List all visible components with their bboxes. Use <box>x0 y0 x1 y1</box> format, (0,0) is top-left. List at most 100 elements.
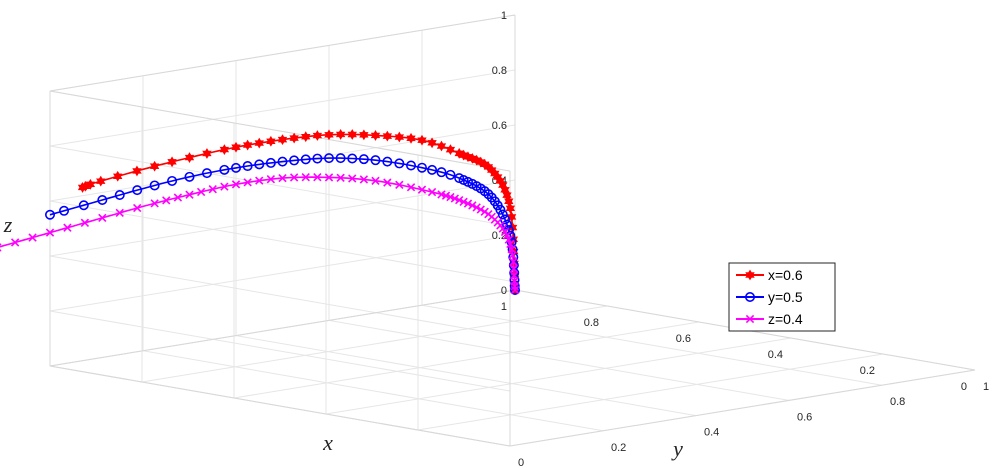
y-tick-label: 0.2 <box>611 442 626 454</box>
data-point <box>510 271 519 280</box>
floor-gridline-x-1 <box>417 353 884 431</box>
data-point <box>149 180 160 191</box>
data-point <box>96 175 106 187</box>
legend-entry-2: z=0.4 <box>736 311 803 327</box>
legend-label-1: y=0.5 <box>768 289 803 305</box>
data-point <box>97 195 108 206</box>
data-point <box>243 178 252 187</box>
data-point <box>115 208 124 218</box>
data-point <box>335 129 346 140</box>
data-point <box>416 162 427 173</box>
data-point <box>255 176 264 185</box>
data-point <box>427 164 438 175</box>
floor-gridline-y-2 <box>235 335 697 417</box>
y-tick-label: 0.8 <box>890 396 905 408</box>
data-point <box>382 130 393 142</box>
data-point <box>437 190 446 199</box>
data-point <box>347 153 358 164</box>
data-point <box>202 148 212 159</box>
data-point <box>445 144 456 156</box>
data-point <box>184 152 195 163</box>
data-point <box>359 129 369 141</box>
data-point <box>133 203 142 213</box>
legend-marker-2 <box>745 314 755 324</box>
data-point <box>455 195 464 205</box>
data-point <box>278 173 287 183</box>
data-point <box>242 161 253 172</box>
box-edge-8 <box>49 365 511 447</box>
data-point <box>28 233 37 242</box>
floor-gridline-y-3 <box>328 319 790 401</box>
data-point <box>219 164 230 175</box>
data-point <box>289 132 299 144</box>
x-axis-label: x <box>322 430 333 455</box>
series-layer <box>0 129 520 296</box>
data-point <box>497 209 508 220</box>
data-point <box>45 228 55 237</box>
floor-gridline-x-2 <box>325 337 792 415</box>
data-point <box>347 129 357 140</box>
wall-xz-gridline-z-4 <box>49 145 511 227</box>
data-point <box>371 176 380 185</box>
floor-gridline-y-4 <box>421 304 883 386</box>
series-line-2 <box>0 176 516 291</box>
data-point <box>745 314 755 324</box>
data-point <box>242 139 253 151</box>
data-point <box>463 199 473 208</box>
series-line-0 <box>82 133 516 291</box>
data-point <box>454 173 465 184</box>
x-tick-label: 1 <box>501 301 507 313</box>
data-point <box>77 182 88 193</box>
data-point <box>301 131 311 143</box>
x-tick-label: 0 <box>961 381 967 393</box>
wall-yz-gridline-z-1 <box>49 234 516 312</box>
data-point <box>80 218 90 227</box>
data-point <box>480 207 489 216</box>
data-point <box>219 144 230 155</box>
data-point <box>78 200 89 211</box>
x-tick-label: 0.4 <box>768 349 783 361</box>
data-point <box>436 140 447 152</box>
data-point <box>335 153 346 164</box>
data-point <box>289 173 299 182</box>
box-edge-6 <box>509 369 976 447</box>
data-point <box>300 154 311 165</box>
data-point <box>406 183 416 192</box>
data-point <box>370 155 381 166</box>
wall-xz-gridline-z-3 <box>49 200 511 282</box>
data-point <box>162 196 171 205</box>
data-point <box>150 199 159 208</box>
data-point <box>745 269 755 281</box>
data-point <box>208 185 217 194</box>
data-point <box>454 147 464 159</box>
data-point <box>254 137 264 149</box>
data-point <box>468 201 477 210</box>
data-point <box>324 129 334 141</box>
data-point <box>167 175 178 186</box>
data-point <box>132 165 142 177</box>
data-point <box>301 172 310 182</box>
data-point <box>312 153 323 164</box>
data-point <box>44 209 55 220</box>
legend-label-2: z=0.4 <box>768 311 803 327</box>
data-point <box>185 190 194 199</box>
y-tick-label: 1 <box>983 381 989 393</box>
z-tick-label: 0 <box>501 285 507 297</box>
data-point <box>744 291 755 302</box>
data-point <box>113 170 123 182</box>
data-point <box>167 156 177 168</box>
data-point <box>231 180 241 189</box>
data-point <box>10 238 20 247</box>
data-point <box>114 190 125 201</box>
data-point <box>505 202 516 214</box>
data-point <box>231 141 241 153</box>
data-point <box>427 187 437 197</box>
series-2 <box>0 172 520 295</box>
data-point <box>132 185 143 196</box>
data-point <box>395 180 404 189</box>
data-point <box>383 178 392 187</box>
data-point <box>323 153 334 164</box>
z-tick-label: 0.6 <box>492 120 507 132</box>
data-point <box>394 158 405 169</box>
